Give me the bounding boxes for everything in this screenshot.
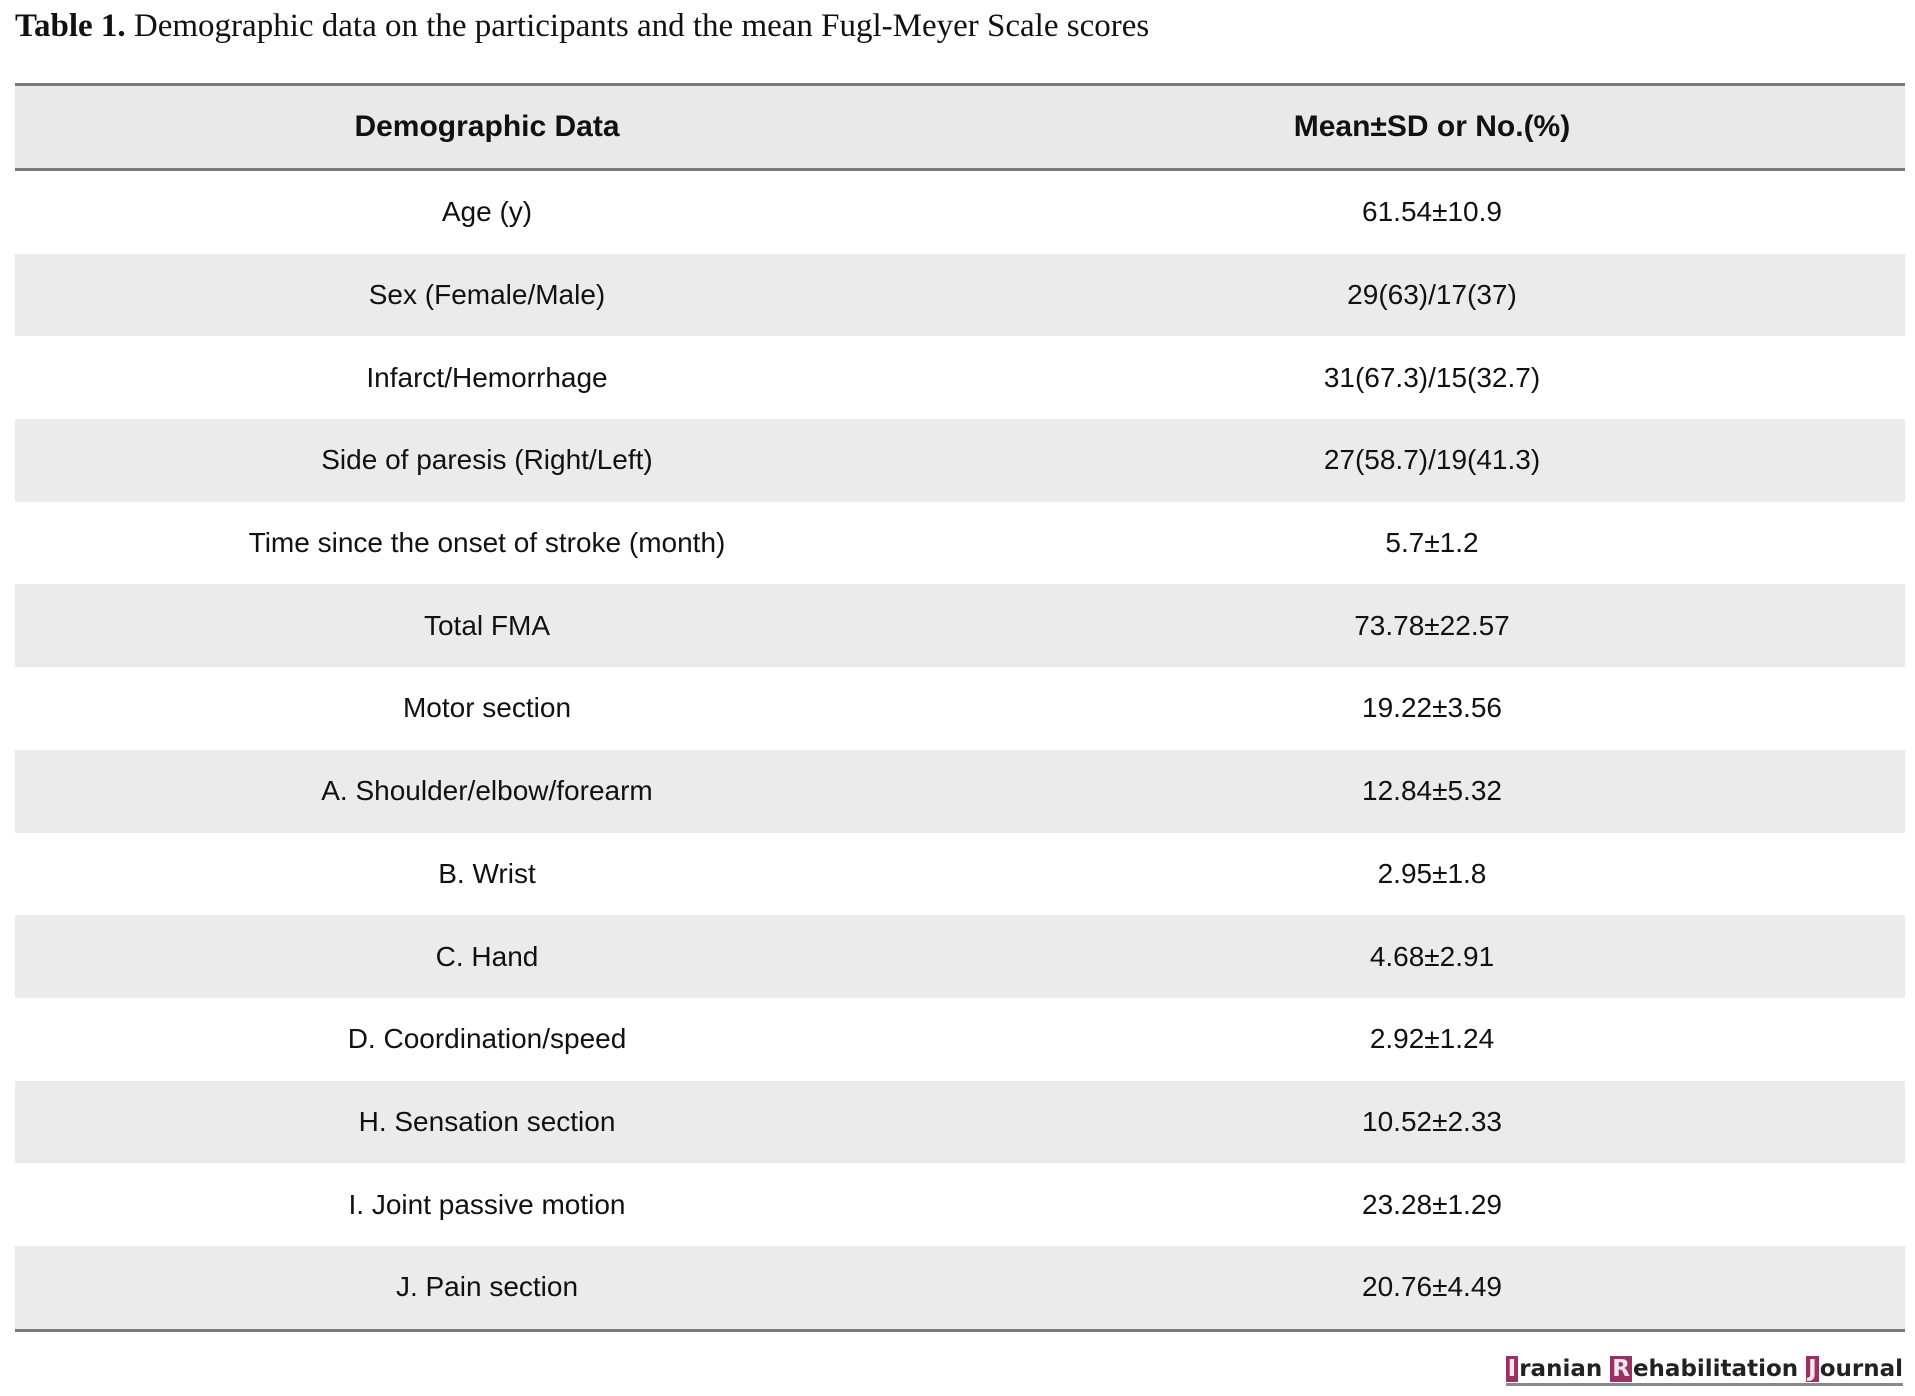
row-value: 23.28±1.29 (1362, 1188, 1502, 1220)
table-row: Infarct/Hemorrhage 31(67.3)/15(32.7) (15, 336, 1905, 419)
header-row: Demographic Data Mean±SD or No.(%) (15, 83, 1905, 171)
row-value: 12.84±5.32 (1362, 775, 1502, 807)
logo-initial: J (1806, 1356, 1819, 1382)
row-label: Time since the onset of stroke (month) (248, 527, 726, 559)
row-label: Motor section (402, 692, 572, 724)
table-row: D. Coordination/speed 2.92±1.24 (15, 998, 1905, 1081)
row-label: J. Pain section (15, 1245, 959, 1332)
row-value: 2.92±1.24 (1369, 1023, 1495, 1055)
row-label: Sex (Female/Male) (368, 279, 606, 311)
table-row: Motor section 19.22±3.56 (15, 667, 1905, 750)
logo-text: ranian (1519, 1356, 1611, 1382)
row-value: 20.76±4.49 (959, 1245, 1905, 1332)
row-value: 4.68±2.91 (1369, 940, 1495, 972)
row-label: Side of paresis (Right/Left) (321, 444, 653, 476)
row-value: 31(67.3)/15(32.7) (1323, 361, 1541, 393)
row-value: 29(63)/17(37) (1347, 279, 1517, 311)
row-label: H. Sensation section (358, 1105, 616, 1137)
table-row: I. Joint passive motion 23.28±1.29 (15, 1163, 1905, 1246)
table-row: C. Hand 4.68±2.91 (15, 915, 1905, 998)
logo-text: ehabilitation (1632, 1356, 1807, 1382)
row-label: I. Joint passive motion (348, 1188, 626, 1220)
row-value: 5.7±1.2 (1385, 527, 1479, 559)
row-label: C. Hand (435, 940, 539, 972)
table-row: J. Pain section 20.76±4.49 (15, 1245, 1905, 1332)
row-label: Total FMA (423, 609, 551, 641)
table-row: Sex (Female/Male) 29(63)/17(37) (15, 253, 1905, 337)
row-label: Infarct/Hemorrhage (366, 361, 608, 393)
row-label: B. Wrist (438, 857, 536, 889)
row-label: D. Coordination/speed (347, 1023, 627, 1055)
table-row: A. Shoulder/elbow/forearm 12.84±5.32 (15, 749, 1905, 833)
logo-initial: R (1610, 1356, 1632, 1382)
logo-text: ournal (1819, 1356, 1903, 1382)
row-value: 2.95±1.8 (1377, 857, 1487, 889)
table-row: Side of paresis (Right/Left) 27(58.7)/19(… (15, 419, 1905, 502)
table-row: Total FMA 73.78±22.57 (15, 584, 1905, 668)
table-row: Age (y) 61.54±10.9 (15, 170, 1905, 254)
table-label: Table 1. (15, 8, 126, 44)
row-value: 73.78±22.57 (1354, 609, 1510, 641)
table-row: H. Sensation section 10.52±2.33 (15, 1080, 1905, 1164)
column-header: Mean±SD or No.(%) (959, 83, 1905, 171)
column-header: Demographic Data (15, 83, 959, 171)
table-row: B. Wrist 2.95±1.8 (15, 833, 1905, 916)
logo-initial: I (1505, 1356, 1519, 1382)
table-caption: Table 1. Demographic data on the partici… (15, 8, 1149, 45)
row-label: A. Shoulder/elbow/forearm (321, 775, 653, 807)
table-row: Time since the onset of stroke (month) 5.… (15, 502, 1905, 585)
row-value: 61.54±10.9 (1362, 196, 1502, 228)
row-value: 27(58.7)/19(41.3) (1323, 444, 1541, 476)
row-value: 19.22±3.56 (1362, 692, 1502, 724)
demographic-table: Demographic Data Mean±SD or No.(%) Age (… (15, 83, 1905, 1332)
row-value: 10.52±2.33 (1362, 1105, 1502, 1137)
caption-text: Demographic data on the participants and… (125, 8, 1150, 44)
row-label: Age (y) (441, 196, 533, 228)
